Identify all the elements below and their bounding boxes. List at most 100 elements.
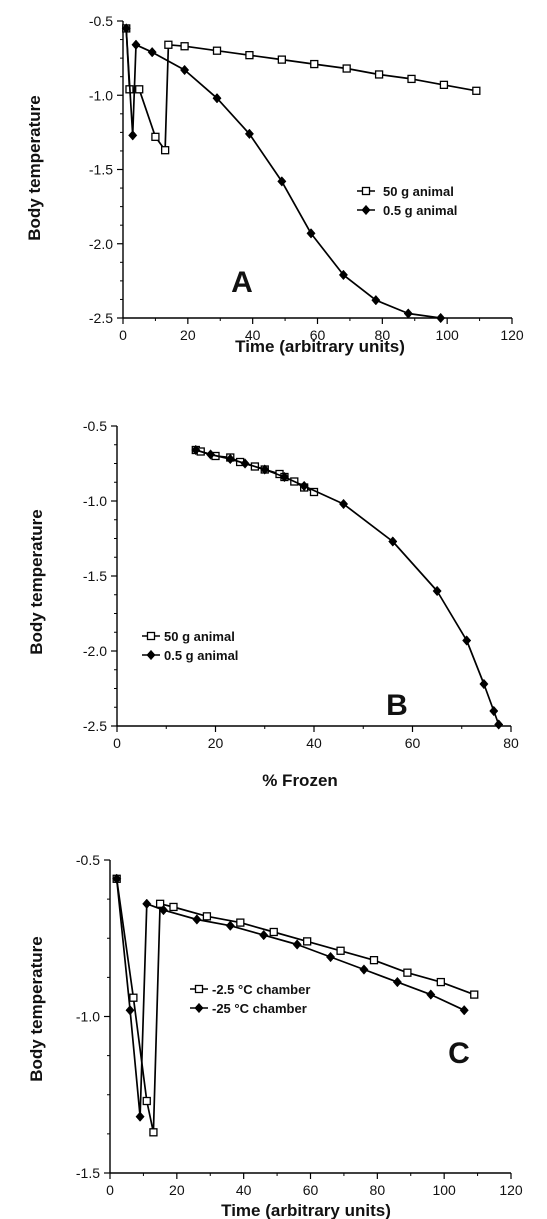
panel-c-x-tick-label: 0: [106, 1182, 114, 1198]
panel-c-series-2-point: [359, 964, 369, 975]
panel-c-x-tick-label: 60: [303, 1182, 319, 1198]
panel-b-series-2: [191, 444, 504, 730]
panel-c-series-2-point: [112, 873, 122, 884]
panel-a-series-1-point: [164, 40, 173, 49]
panel-c-series-1-point: [403, 968, 412, 977]
panel-b-legend: 50 g animal 0.5 g animal: [164, 629, 238, 663]
panel-a-series-2-point: [147, 47, 157, 58]
panel-c-series-1-point: [436, 977, 445, 987]
panel-b-series-2-point: [462, 635, 472, 646]
panel-a-series-1-point: [374, 70, 384, 79]
panel-a-x-tick-label: 60: [310, 327, 326, 343]
panel-c-series-2-point: [426, 989, 436, 1000]
panel-c-series-1-point: [369, 956, 379, 965]
panel-c-series-1-point: [142, 1096, 151, 1106]
panel-a-series-1-point: [439, 80, 449, 90]
panel-a-series-2: [121, 23, 446, 324]
panel-a-series-1-line: [125, 28, 477, 152]
panel-a-series-2-point: [436, 312, 446, 324]
panel-a-series-1-point: [277, 55, 286, 64]
panel-c-x-tick-label: 120: [499, 1182, 523, 1198]
panel-a-series-2-point: [180, 64, 190, 76]
panel-b: B % Frozen Body temperature 50 g animal …: [27, 418, 519, 790]
panel-c-series-2-point: [142, 898, 152, 909]
panel-b-y-tick-label: -2.5: [83, 718, 107, 734]
panel-b-series-2-point: [279, 471, 289, 483]
panel-a-x-tick-label: 0: [119, 327, 127, 343]
panel-b-legend-label-1: 50 g animal: [164, 629, 235, 644]
panel-b-series-2-point: [494, 719, 504, 730]
panel-c-series-1-point: [236, 918, 245, 927]
panel-a-series-2-point: [128, 130, 138, 141]
panel-a-series-2-point: [338, 269, 348, 281]
panel-a-x-tick-label: 40: [245, 327, 261, 343]
panel-c-series-1-point: [470, 990, 479, 999]
panel-a-series-2-point: [403, 308, 413, 319]
panel-c-y-axis-title: Body temperature: [27, 936, 46, 1081]
panel-a-series-2-point: [277, 176, 287, 187]
panel-c-legend-label-2: -25 °C chamber: [212, 1001, 307, 1016]
panel-b-series-2-point: [388, 536, 398, 547]
panel-c-series-2-line: [115, 878, 465, 1118]
panel-c-series-1-point: [202, 912, 212, 921]
panel-a-series-1: [122, 24, 481, 155]
panel-b-series-2-point: [479, 678, 489, 690]
panel-a-series-1-point: [310, 59, 319, 69]
panel-c-series-2-point: [225, 920, 235, 931]
panel-a-series-1-point: [245, 51, 254, 60]
panel-c: C Time (arbitrary units) Body temperatur…: [27, 852, 523, 1219]
panel-a-letter: A: [231, 266, 253, 299]
panel-c-series-1-point: [155, 899, 165, 908]
panel-a-series-2-point: [306, 228, 316, 239]
panel-b-x-tick-label: 60: [405, 735, 421, 751]
panel-a-legend-marker-1: [361, 186, 371, 196]
panel-b-series-2-point: [191, 444, 201, 456]
panel-b-x-tick-label: 40: [306, 735, 322, 751]
panel-a-series-2-point: [371, 295, 381, 306]
panel-b-series-2-point: [225, 453, 235, 465]
panel-b-series-2-point: [240, 458, 250, 469]
panel-c-legend: -2.5 °C chamber -25 °C chamber: [212, 982, 310, 1016]
panel-c-series-1-point: [303, 937, 312, 946]
panel-b-series-2-point: [489, 705, 499, 717]
panel-c-series-1-point: [129, 993, 138, 1002]
panel-c-series-2: [112, 873, 469, 1122]
panel-c-series-2-point: [459, 1005, 469, 1016]
panel-c-legend-marker-2: [194, 1002, 204, 1014]
panel-a-series-1-point: [342, 64, 351, 73]
panel-c-series-2-point: [125, 1005, 135, 1016]
panel-c-y-tick-label: -1.0: [76, 1009, 100, 1025]
panel-a-x-axis-title: Time (arbitrary units): [235, 337, 405, 356]
panel-c-series-2-point: [259, 929, 269, 941]
panel-a-x-tick-label: 120: [500, 327, 524, 343]
panel-c-series-2-point: [292, 939, 302, 950]
panel-c-letter: C: [448, 1037, 470, 1070]
panel-b-series-2-point: [432, 585, 442, 597]
panel-c-series-2-point: [326, 951, 336, 963]
panel-b-x-tick-label: 80: [503, 735, 519, 751]
panel-a-series-1-point: [407, 74, 416, 84]
panel-a-series-1-point: [212, 46, 222, 55]
panel-c-y-tick-label: -1.5: [76, 1165, 100, 1181]
panel-c-x-tick-label: 100: [432, 1182, 456, 1198]
panel-a-y-tick-label: -1.0: [89, 87, 113, 103]
panel-c-series-2-point: [192, 914, 202, 925]
panel-b-y-tick-label: -1.0: [83, 493, 107, 509]
panel-c-series-1-point: [169, 902, 178, 912]
panel-b-legend-label-2: 0.5 g animal: [164, 648, 238, 663]
panel-a-legend-marker-2: [361, 204, 371, 216]
panel-b-y-tick-label: -0.5: [83, 418, 107, 434]
panel-a-y-tick-label: -2.5: [89, 310, 113, 326]
panel-c-y-tick-label: -0.5: [76, 852, 100, 868]
panel-a-series-2-point: [244, 128, 254, 140]
panel-b-legend-marker-2: [146, 649, 156, 661]
panel-a-y-axis-title: Body temperature: [25, 95, 44, 240]
panel-c-x-axis-title: Time (arbitrary units): [221, 1201, 391, 1219]
panel-b-x-tick-label: 20: [208, 735, 224, 751]
panel-a-series-1-point: [180, 42, 189, 51]
panel-a-series-1-point: [160, 146, 170, 155]
panel-a-x-tick-label: 100: [435, 327, 459, 343]
panel-b-series-2-point: [206, 449, 216, 460]
panel-a-series-1-point: [472, 86, 481, 95]
